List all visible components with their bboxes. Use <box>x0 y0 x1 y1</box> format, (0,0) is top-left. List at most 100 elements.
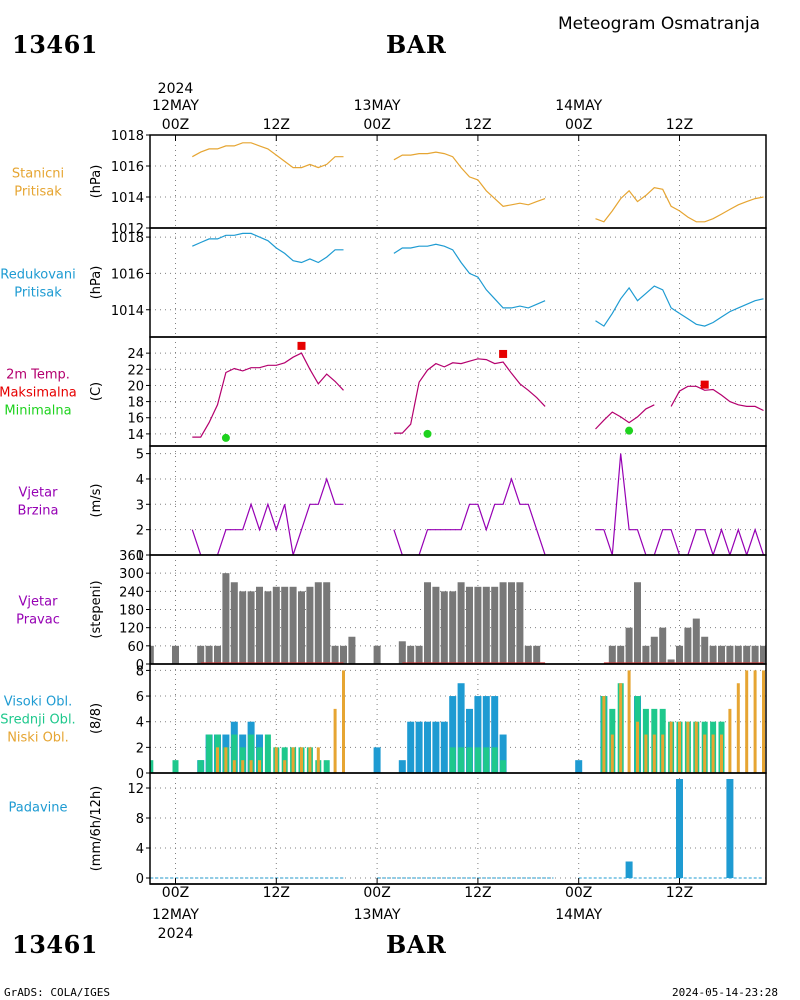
panel-frame <box>149 772 767 885</box>
cloud-low-bar <box>249 760 253 773</box>
y-tick-label: 18 <box>127 396 144 411</box>
y-tick-label: 240 <box>119 585 144 600</box>
top-hour-label: 00Z <box>162 117 189 133</box>
y-tick-label: 2 <box>136 524 144 539</box>
t-min-marker <box>423 429 432 438</box>
bottom-hour-label: 12Z <box>464 885 491 901</box>
cloud-mid-bar <box>474 747 481 773</box>
timestamp: 2024-05-14-23:28 <box>672 986 778 999</box>
cloud-mid-bar <box>150 760 154 773</box>
series-line <box>393 151 546 207</box>
wind-dir-bar <box>264 591 272 664</box>
wind-dir-bar <box>676 645 683 664</box>
panel-reduced_pressure: 1014 1016 1018 (hPa) Redukovani Pritisak <box>0 227 767 338</box>
series-label: Redukovani <box>0 268 75 283</box>
cloud-low-bar <box>728 708 732 773</box>
plot-area <box>150 573 766 664</box>
wind-dir-bar <box>415 645 423 664</box>
series-label: Brzina <box>18 504 59 519</box>
wind-dir-bar <box>331 645 339 664</box>
cloud-high-bar <box>440 721 448 773</box>
y-tick-label: 1016 <box>111 160 144 175</box>
series-label: Maksimalna <box>0 386 77 401</box>
precip-bar <box>625 861 633 878</box>
bottom-day-label: 12MAY <box>152 907 199 923</box>
cloud-high-bar <box>407 721 415 773</box>
cloud-mid-bar <box>248 734 255 773</box>
wind-dir-bar <box>499 582 507 664</box>
cloud-mid-bar <box>231 734 238 773</box>
t-min-marker <box>221 433 230 442</box>
bottom-year-label: 2024 <box>158 926 194 942</box>
y-tick-label: 2 <box>136 741 144 756</box>
top-hour-label: 12Z <box>666 117 693 133</box>
wind-dir-bar <box>449 591 457 664</box>
wind-dir-bar <box>508 582 515 664</box>
top-hour-label: 00Z <box>363 117 390 133</box>
panel-frame <box>149 336 767 447</box>
cloud-low-bar <box>291 747 295 773</box>
station-id-top: 13461 <box>12 30 98 59</box>
top-day-label: 12MAY <box>152 98 199 114</box>
series-label: Minimalna <box>4 404 71 419</box>
cloud-low-bar <box>636 721 639 773</box>
y-axis-label: (C) <box>89 382 104 401</box>
y-tick-label: 12 <box>127 782 144 797</box>
y-tick-label: 1012 <box>111 222 144 237</box>
cloud-low-bar <box>627 670 631 773</box>
y-axis-label: (m/s) <box>89 484 104 518</box>
wind-dir-bar <box>314 582 322 664</box>
precip-bar <box>676 779 683 878</box>
series-label: Vjetar <box>19 486 59 501</box>
cloud-high-bar <box>491 696 499 773</box>
series-line <box>393 358 546 434</box>
series-line <box>191 477 344 555</box>
cloud-low-bar <box>308 747 312 773</box>
wind-dir-bar <box>524 645 532 664</box>
wind-dir-bar <box>298 591 305 664</box>
wind-dir-bar <box>440 591 448 664</box>
cloud-mid-bar <box>206 734 213 773</box>
cloud-high-bar <box>373 747 381 773</box>
cloud-mid-bar <box>449 747 456 773</box>
wind-dir-bar <box>289 586 297 664</box>
wind-dir-bar <box>659 627 667 664</box>
series-label: 2m Temp. <box>6 368 70 383</box>
series-line <box>192 232 344 264</box>
station-id-bottom: 13461 <box>12 930 98 959</box>
y-tick-label: 0 <box>136 872 144 887</box>
cloud-high-bar <box>432 721 440 773</box>
y-tick-label: 4 <box>136 473 144 488</box>
cloud-low-bar <box>610 734 614 773</box>
cloud-low-bar <box>619 683 623 773</box>
cloud-low-bar <box>342 670 345 773</box>
top-day-label: 14MAY <box>555 98 602 114</box>
t-max-marker <box>297 341 306 350</box>
cloud-mid-bar <box>323 760 330 773</box>
plot-area <box>191 453 765 555</box>
cloud-low-bar <box>316 747 320 773</box>
y-tick-label: 8 <box>136 812 144 827</box>
wind-dir-bar <box>222 573 230 664</box>
wind-dir-bar <box>424 582 431 664</box>
cloud-high-bar <box>575 760 583 773</box>
panel-station_pressure: 1012 1014 1016 1018 (hPa) Stanicni Pritisak <box>12 129 767 237</box>
series-line <box>670 385 764 412</box>
wind-dir-bar <box>617 645 625 664</box>
cloud-low-bar <box>703 734 707 773</box>
y-tick-label: 360 <box>119 549 144 564</box>
cloud-low-bar <box>762 670 765 773</box>
t-max-marker <box>700 380 709 389</box>
cloud-low-bar <box>333 708 337 773</box>
wind-dir-bar <box>205 645 213 664</box>
cloud-low-bar <box>720 734 723 773</box>
y-tick-label: 1018 <box>111 231 144 246</box>
cloud-mid-bar <box>197 760 204 773</box>
top-day-label: 13MAY <box>354 98 401 114</box>
wind-dir-bar <box>667 659 675 664</box>
station-name-bottom: BAR <box>386 930 447 959</box>
cloud-high-bar <box>398 760 406 773</box>
series-label: Padavine <box>9 801 68 816</box>
top-hour-label: 12Z <box>464 117 491 133</box>
